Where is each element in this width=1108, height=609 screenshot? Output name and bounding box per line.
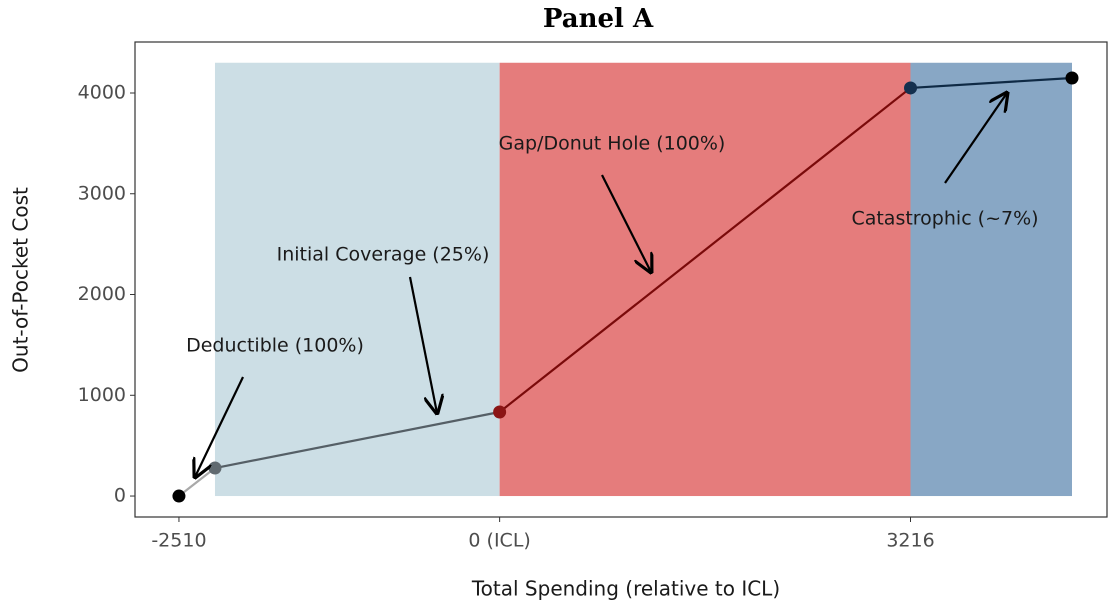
y-tick-label: 2000 [78, 283, 126, 305]
y-axis-label: Out-of-Pocket Cost [9, 187, 33, 373]
annotation-arrow [944, 93, 1007, 184]
point [493, 405, 507, 419]
annotation-arrow [601, 174, 651, 272]
y-tick-label: 3000 [78, 182, 126, 204]
annotation: Catastrophic (~7%) [851, 208, 1038, 230]
y-tick-label: 1000 [78, 384, 126, 406]
annotation-arrow [195, 376, 244, 477]
annotation: Initial Coverage (25%) [277, 244, 490, 266]
region [499, 62, 911, 497]
line-segment [910, 76, 1073, 90]
line-segment [214, 410, 500, 470]
annotation-arrow [408, 276, 437, 413]
point [208, 461, 222, 475]
x-tick-label: -2510 [151, 530, 206, 552]
chart-title: Panel A [543, 4, 654, 34]
region [910, 62, 1072, 497]
line-segment [498, 87, 912, 413]
annotation: Gap/Donut Hole (100%) [499, 133, 726, 155]
annotation: Deductible (100%) [186, 335, 364, 357]
plot-frame [134, 41, 1108, 518]
x-tick-label: 3216 [886, 530, 934, 552]
y-tick-label: 4000 [78, 81, 126, 103]
x-axis-label: Total Spending (relative to ICL) [471, 577, 780, 601]
point [1065, 71, 1079, 85]
point [904, 81, 918, 95]
y-tick-label: 0 [114, 485, 126, 507]
region [214, 62, 500, 497]
x-tick-label: 0 (ICL) [468, 530, 530, 552]
point [172, 489, 186, 503]
